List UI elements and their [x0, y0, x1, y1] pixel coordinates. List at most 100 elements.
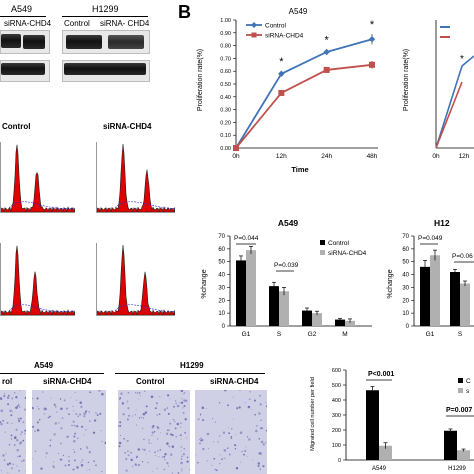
migration-pvalue-a549: P<0.001 [366, 371, 394, 381]
blot-underline-a549 [0, 16, 46, 17]
proliferation-ytick-label: 0.70 [220, 56, 231, 62]
migration-cell-speck [189, 468, 190, 471]
migration-cell-speck [81, 459, 84, 461]
migration-cell-speck [93, 419, 97, 422]
migration-cell-speck [224, 457, 226, 459]
migration-ytick-label: 300 [332, 413, 341, 419]
blot-lane-sirna-chd4-2: siRNA- CHD4 [100, 19, 150, 28]
migration-cell-speck [73, 451, 75, 453]
migration-cell-speck [154, 455, 156, 457]
migration-cell-speck [199, 442, 201, 445]
migration-lane-control-h1299: Control [136, 377, 165, 386]
migration-cell-speck [168, 445, 171, 448]
cellcycle2-bar-control [420, 266, 430, 326]
proliferation-ytick-label: 0.20 [220, 120, 231, 126]
proliferation-line-sirna [235, 63, 373, 149]
migration-cell-speck [265, 401, 267, 403]
migration-cell-speck [15, 406, 18, 409]
migration-cell-speck [119, 421, 122, 424]
migration-cell-speck [164, 458, 166, 461]
migration-cell-speck [67, 464, 70, 466]
migration-cell-speck [201, 406, 205, 410]
migration-cell-speck [3, 459, 6, 461]
migration-cell-speck [80, 405, 83, 408]
migration-cell-speck [43, 407, 46, 410]
migration-cell-speck [248, 438, 251, 441]
migration-cell-speck [169, 453, 173, 456]
migration-cell-speck [257, 464, 260, 468]
migration-cell-speck [25, 470, 26, 472]
migration-cell-speck [248, 398, 251, 401]
cellcycle2-bar-control [450, 272, 460, 326]
migration-cell-speck [72, 420, 75, 423]
migration-cell-speck [79, 448, 82, 450]
migration-cell-speck [81, 425, 84, 428]
migration-cell-speck [74, 391, 76, 393]
migration-cell-speck [3, 392, 6, 395]
migration-cell-speck [244, 402, 246, 404]
migration-bar-sirna [379, 445, 392, 460]
migration-cell-speck [101, 392, 104, 396]
migration-axes: 0 100 200 300 400 500 600 A549 H1299 [332, 368, 474, 472]
migration-cell-speck [165, 432, 169, 435]
migration-cell-speck [142, 417, 145, 419]
migration-cell-speck [76, 399, 78, 401]
migration-cell-speck [85, 410, 88, 413]
cellcycle-bar-control [335, 319, 345, 326]
proliferation-ytick-label: 0.00 [220, 146, 231, 152]
migration-cell-speck [253, 399, 256, 402]
migration-cell-speck [16, 438, 19, 442]
migration-micrograph [32, 390, 106, 474]
migration-cell-speck [171, 434, 174, 437]
migration-cell-speck [15, 396, 18, 399]
migration-cell-speck [18, 419, 20, 421]
cellcycle2-pvalue-s: P=0.06 [452, 253, 474, 263]
migration-cell-speck [148, 439, 150, 441]
migration-cell-speck [83, 415, 86, 418]
proliferation-significance-star: * [279, 56, 284, 68]
migration-cell-speck [234, 444, 237, 447]
migration-cell-speck [73, 424, 76, 427]
migration-cell-speck [160, 432, 161, 434]
migration-cell-speck [156, 467, 158, 469]
migration-cell-speck [228, 432, 231, 435]
migration-legend-swatch [458, 388, 463, 393]
migration-cell-speck [219, 462, 221, 465]
migration-cell-speck [176, 404, 180, 408]
migration-cell-speck [142, 427, 144, 429]
migration-cell-speck [58, 452, 60, 454]
migration-micrograph [118, 390, 190, 474]
cellcycle2-ytick-label: 60 [402, 247, 409, 253]
migration-cell-speck [175, 402, 177, 405]
migration-cell-speck [127, 407, 130, 410]
migration-cell-speck [59, 458, 62, 461]
migration-cell-speck [52, 465, 55, 468]
migration-cell-speck [233, 418, 235, 420]
blot-band [1, 63, 45, 75]
migration-cell-speck [156, 402, 158, 404]
migration-category-label: H1299 [448, 466, 466, 472]
migration-cell-speck [156, 438, 159, 440]
cellcycle2-pvalue-text: P=0.06 [452, 253, 473, 260]
migration-cell-speck [85, 429, 87, 431]
migration-cell-speck [72, 410, 75, 412]
migration-cell-speck [2, 419, 5, 422]
migration-cell-speck [127, 391, 130, 394]
migration-cell-speck [0, 423, 3, 426]
migration-pvalue-h1299: P=0.007 [446, 407, 474, 417]
migration-cell-speck [161, 456, 163, 458]
migration-cell-speck [235, 434, 237, 436]
migration-cell-speck [199, 413, 202, 416]
migration-cell-speck [156, 426, 159, 428]
migration-cell-speck [3, 395, 6, 397]
migration-cell-speck [86, 446, 89, 449]
cellcycle2-bar-sirna [430, 255, 440, 326]
cellcycle2-ylabel: %change [387, 269, 394, 298]
migration-bar-control [366, 390, 379, 460]
migration-cell-speck [47, 416, 50, 419]
migration-cell-speck [151, 431, 154, 434]
migration-cell-speck [179, 402, 181, 403]
migration-cell-speck [14, 392, 16, 394]
proliferation-ytick-label: 0.90 [220, 31, 231, 37]
migration-cell-speck [135, 456, 138, 459]
